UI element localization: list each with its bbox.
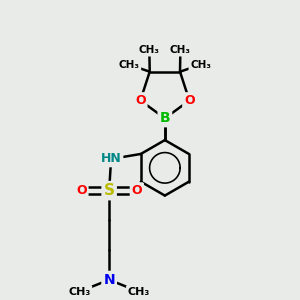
Text: CH₃: CH₃ <box>128 287 150 297</box>
Text: CH₃: CH₃ <box>68 287 91 297</box>
Text: O: O <box>184 94 195 107</box>
Text: CH₃: CH₃ <box>190 60 211 70</box>
Text: O: O <box>76 184 87 197</box>
Text: N: N <box>103 273 115 287</box>
Text: O: O <box>132 184 142 197</box>
Text: HN: HN <box>101 152 122 165</box>
Text: O: O <box>135 94 146 107</box>
Text: B: B <box>160 111 170 125</box>
Text: CH₃: CH₃ <box>170 45 191 55</box>
Text: CH₃: CH₃ <box>118 60 140 70</box>
Text: S: S <box>103 183 115 198</box>
Text: CH₃: CH₃ <box>139 45 160 55</box>
